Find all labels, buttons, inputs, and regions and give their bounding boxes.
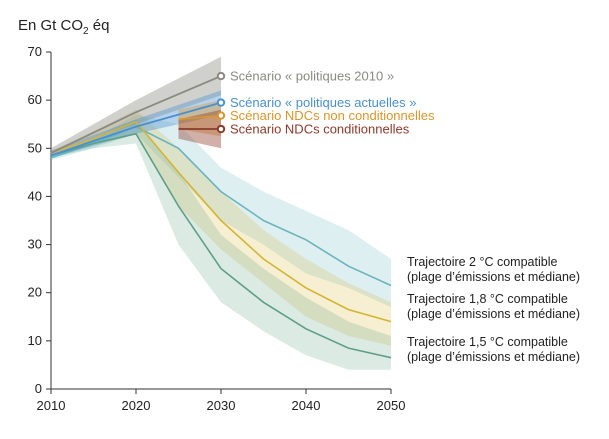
ndc_unconditional-endpoint-marker	[216, 111, 226, 120]
traj_1_5c-band	[51, 119, 391, 370]
y-tick-label: 20	[28, 285, 42, 300]
x-tick-label: 2020	[122, 398, 151, 413]
x-tick-label: 2010	[37, 398, 66, 413]
y-axis-unit-label: En Gt CO2 éq	[18, 17, 109, 37]
traj_1_8c-band	[51, 109, 391, 346]
y-tick-label: 50	[28, 140, 42, 155]
series-labels: Scénario « politiques 2010 » Scénario « p…	[230, 69, 580, 364]
traj_2c-median-line	[50, 125, 392, 287]
current_policies-endpoint-marker	[216, 98, 226, 107]
x-tick-label: 2040	[292, 398, 321, 413]
traj_1_8c-label-line2: (plage d’émissions et médiane)	[407, 307, 580, 321]
policies_2010-line	[50, 75, 222, 154]
policies_2010-band	[51, 56, 221, 154]
y-tick-label: 40	[28, 188, 42, 203]
current_policies-label: Scénario « politiques actuelles »	[230, 95, 416, 110]
traj_2c-label-line1: Trajectoire 2 °C compatible	[407, 255, 557, 269]
y-tick-label: 30	[28, 237, 42, 252]
ndc_conditional-label: Scénario NDCs conditionnelles	[230, 122, 410, 137]
current_policies-line	[50, 101, 222, 157]
policies_2010-label: Scénario « politiques 2010 »	[230, 69, 394, 84]
traj_2c-band	[51, 114, 391, 308]
ndc_unconditional-label: Scénario NDCs non conditionnelles	[230, 108, 435, 123]
traj_1_5c-label-line1: Trajectoire 1,5 °C compatible	[407, 335, 568, 349]
ndc_unconditional-line	[178, 114, 222, 121]
ndc_conditional-endpoint-marker	[216, 124, 226, 134]
policies_2010-endpoint-marker	[216, 71, 226, 81]
traj_1_5c-label-line2: (plage d’émissions et médiane)	[407, 350, 580, 364]
median-lines	[50, 71, 392, 359]
traj_1_8c-label-line1: Trajectoire 1,8 °C compatible	[407, 292, 568, 306]
y-tick-label: 70	[28, 44, 42, 59]
x-tick-label: 2050	[377, 398, 406, 413]
traj_2c-label-line2: (plage d’émissions et médiane)	[407, 270, 580, 284]
y-tick-label: 60	[28, 92, 42, 107]
traj_1_8c-median-line	[50, 120, 392, 323]
y-tick-label: 10	[28, 333, 42, 348]
y-tick-label: 0	[35, 381, 42, 396]
traj_1_5c-median-line	[50, 132, 392, 359]
x-tick-label: 2030	[207, 398, 236, 413]
